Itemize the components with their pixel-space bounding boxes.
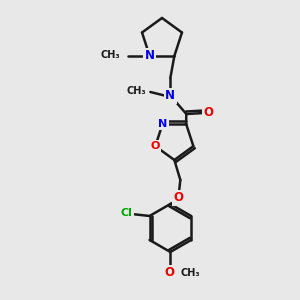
Text: CH₃: CH₃ [127,86,146,96]
Text: N: N [165,89,175,103]
Text: O: O [173,191,183,205]
Text: O: O [164,266,174,280]
Text: O: O [203,106,213,119]
Text: Cl: Cl [121,208,133,218]
Text: O: O [151,141,160,151]
Text: N: N [145,50,155,62]
Text: CH₃: CH₃ [100,50,120,60]
Text: CH₃: CH₃ [180,268,200,278]
Text: N: N [158,119,167,129]
